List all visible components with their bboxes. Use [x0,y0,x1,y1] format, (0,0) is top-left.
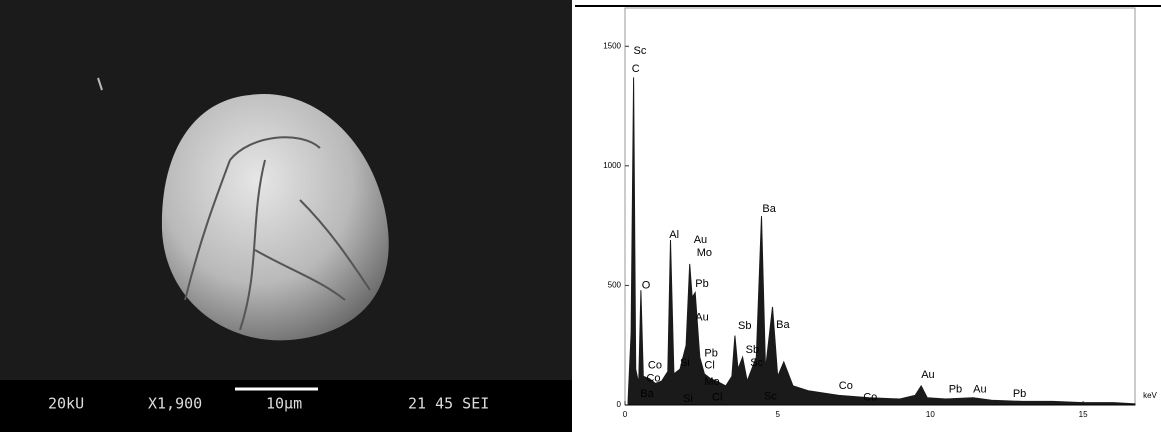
peak-label: Pb [704,347,717,359]
peak-label: Cl [704,359,714,371]
peak-label: Sc [634,45,647,57]
sem-label: 21 45 SEI [408,395,489,413]
x-tick-label: 5 [775,410,780,419]
sem-label: 10μm [266,395,302,413]
peak-label: Au [694,234,707,246]
x-tick-label: 10 [926,410,935,419]
peak-label: Ba [640,388,654,400]
sem-label: X1,900 [148,395,202,413]
peak-label: Si [680,357,690,369]
peak-label: Sc [750,357,763,369]
y-tick-label: 0 [617,400,622,409]
peak-label: Ba [762,203,776,215]
peak-label: Sb [738,320,751,332]
peak-label: Sc [764,391,777,403]
peak-label: Mo [704,376,719,388]
peak-label: Si [683,393,693,405]
peak-label: Cl [712,392,722,404]
x-tick-label: 0 [623,410,628,419]
peak-label: Mo [697,247,712,259]
crack [184,136,371,331]
sem-label: 20kU [48,395,84,413]
peak-label: C [632,63,640,75]
peak-label: Co [646,373,660,385]
particle [161,93,389,341]
peak-label: Co [839,380,853,392]
peak-label: Au [973,383,986,395]
sem-image: 20kU X1,900 10μm 21 45 SEI [0,0,572,432]
peak-label: Ba [776,319,790,331]
spectrum [627,77,1136,406]
peak-label: Co [863,392,877,404]
plot-frame [624,7,1136,406]
peak-label: Sb [746,344,759,356]
peak-label: Pb [695,278,708,290]
peak-label: O [642,279,651,291]
y-tick-label: 1500 [603,41,621,50]
peak-label: Pb [949,383,962,395]
peak-label: Al [669,229,679,241]
y-tick-label: 500 [608,281,622,290]
y-tick-label: 1000 [603,161,621,170]
peak-label: Pb [1013,388,1026,400]
x-tick-label: 15 [1079,410,1088,419]
peak-label: Au [695,312,708,324]
peak-label: Co [648,359,662,371]
debris [97,77,103,91]
x-axis-label: keV [1143,391,1157,400]
peak-label: Au [921,369,934,381]
